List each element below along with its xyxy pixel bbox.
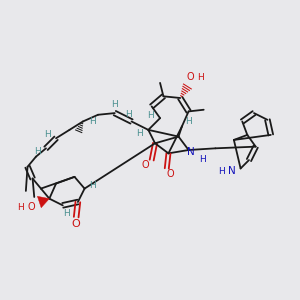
Text: H: H [90, 117, 96, 126]
Text: O: O [27, 202, 35, 212]
Text: H: H [90, 181, 96, 190]
Polygon shape [38, 196, 49, 208]
Text: O: O [186, 72, 194, 82]
Text: H: H [198, 73, 204, 82]
Text: H: H [17, 202, 24, 211]
Text: H: H [111, 100, 118, 109]
Text: O: O [141, 160, 149, 170]
Text: H: H [44, 130, 51, 140]
Text: N: N [188, 147, 195, 157]
Text: H: H [218, 167, 224, 176]
Text: N: N [228, 166, 236, 176]
Text: H: H [185, 117, 192, 126]
Text: H: H [34, 147, 41, 156]
Text: H: H [125, 110, 132, 118]
Text: H: H [136, 129, 143, 138]
Text: H: H [63, 209, 70, 218]
Text: O: O [167, 169, 175, 179]
Text: H: H [147, 111, 154, 120]
Text: O: O [72, 220, 81, 230]
Text: H: H [199, 155, 206, 164]
